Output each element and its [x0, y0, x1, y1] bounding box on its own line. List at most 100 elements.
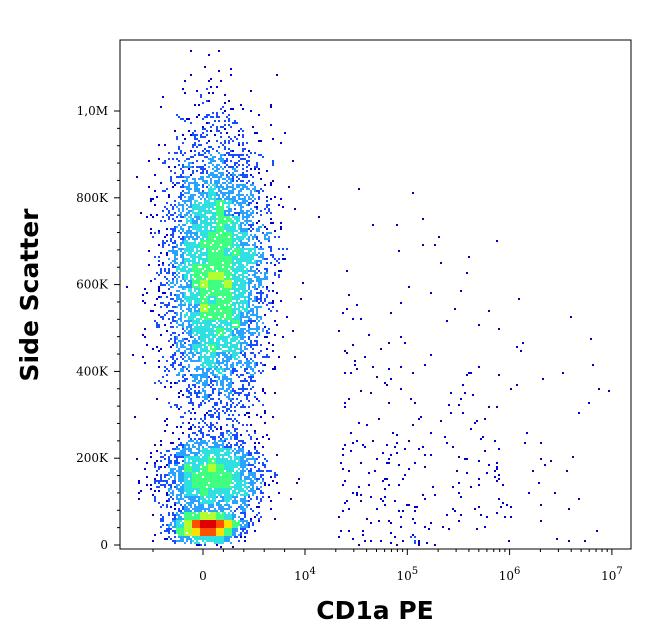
- event-point: [224, 142, 226, 144]
- event-point: [194, 204, 196, 206]
- event-point: [182, 478, 184, 480]
- event-point: [230, 486, 232, 488]
- event-point: [246, 344, 248, 346]
- event-point: [232, 278, 234, 280]
- event-point: [206, 470, 208, 472]
- event-point: [180, 444, 182, 446]
- event-point: [236, 444, 238, 446]
- event-point: [192, 270, 194, 272]
- event-point: [170, 346, 172, 348]
- event-point: [244, 470, 246, 472]
- event-point: [196, 484, 198, 486]
- event-point: [250, 362, 252, 364]
- event-point: [210, 324, 212, 326]
- event-point: [180, 298, 182, 300]
- event-point: [260, 470, 262, 472]
- event-point: [254, 284, 256, 286]
- event-point: [248, 282, 250, 284]
- event-point: [224, 140, 226, 142]
- event-point: [202, 278, 204, 280]
- event-point: [242, 292, 244, 294]
- event-point: [210, 368, 212, 370]
- event-point: [274, 274, 276, 276]
- event-point: [216, 206, 218, 208]
- event-point: [200, 256, 202, 258]
- event-point: [200, 288, 202, 290]
- event-point: [240, 348, 242, 350]
- event-point: [256, 288, 258, 290]
- event-point: [160, 480, 162, 482]
- event-point: [232, 398, 234, 400]
- event-point: [240, 488, 242, 490]
- event-point: [228, 408, 230, 410]
- event-point: [230, 382, 232, 384]
- event-point: [206, 454, 208, 456]
- event-point: [220, 160, 222, 162]
- event-point: [190, 472, 192, 474]
- event-point: [174, 312, 176, 314]
- event-point: [202, 280, 204, 282]
- event-point: [222, 320, 224, 322]
- event-point: [238, 164, 240, 166]
- event-point: [166, 482, 168, 484]
- event-point: [178, 372, 180, 374]
- event-point: [224, 192, 226, 194]
- event-point: [190, 418, 192, 420]
- event-point: [160, 348, 162, 350]
- event-point: [192, 208, 194, 210]
- event-point: [224, 354, 226, 356]
- event-point: [228, 208, 230, 210]
- event-point: [208, 258, 210, 260]
- event-point: [182, 170, 184, 172]
- event-point: [174, 284, 176, 286]
- event-point: [188, 390, 190, 392]
- event-point: [214, 444, 216, 446]
- event-point: [210, 296, 212, 298]
- event-point: [216, 342, 218, 344]
- event-point: [214, 294, 216, 296]
- event-point: [242, 288, 244, 290]
- event-point: [220, 384, 222, 386]
- event-point: [204, 336, 206, 338]
- event-point: [220, 192, 222, 194]
- event-point: [260, 248, 262, 250]
- event-point: [200, 314, 202, 316]
- event-point: [234, 490, 236, 492]
- event-point: [158, 466, 160, 468]
- event-point: [196, 298, 198, 300]
- event-point: [160, 268, 162, 270]
- event-point: [218, 502, 220, 504]
- event-point: [240, 312, 242, 314]
- event-point: [232, 216, 234, 218]
- event-point: [172, 232, 174, 234]
- event-point: [176, 498, 178, 500]
- event-point: [252, 262, 254, 264]
- event-point: [236, 436, 238, 438]
- event-point: [184, 202, 186, 204]
- event-point: [234, 326, 236, 328]
- event-point: [242, 446, 244, 448]
- event-point: [218, 240, 220, 242]
- event-point: [222, 242, 224, 244]
- event-point: [188, 386, 190, 388]
- event-point: [188, 302, 190, 304]
- event-point: [242, 300, 244, 302]
- event-point: [198, 456, 200, 458]
- event-point: [198, 450, 200, 452]
- event-point: [190, 290, 192, 292]
- event-point: [224, 378, 226, 380]
- event-point: [214, 290, 216, 292]
- event-point: [182, 276, 184, 278]
- event-point: [210, 314, 212, 316]
- event-point: [200, 354, 202, 356]
- event-point: [210, 338, 212, 340]
- event-point: [232, 334, 234, 336]
- event-point: [208, 218, 210, 220]
- event-point: [228, 418, 230, 420]
- event-point: [216, 274, 218, 276]
- event-point: [202, 330, 204, 332]
- event-point: [192, 346, 194, 348]
- event-point: [190, 252, 192, 254]
- event-point: [266, 204, 268, 206]
- event-point: [230, 186, 232, 188]
